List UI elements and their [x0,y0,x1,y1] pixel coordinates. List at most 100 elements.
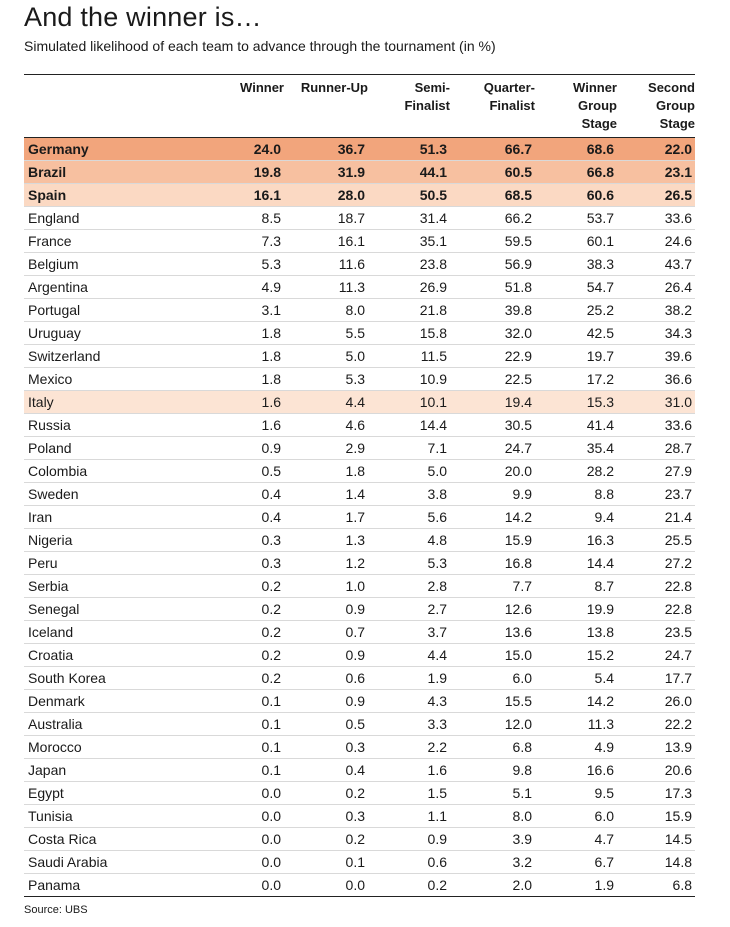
winner-value-cell: 24.0 [224,137,284,161]
quarter-finalist-value-cell: 15.9 [450,528,535,552]
semi-finalist-value-cell: 10.9 [368,367,450,391]
winner-value-cell: 8.5 [224,206,284,230]
winner-group-stage-value-cell: 15.2 [535,643,617,667]
runner-up-value-cell: 0.2 [284,827,368,851]
winner-group-stage-value-cell: 16.3 [535,528,617,552]
runner-up-value-cell: 11.3 [284,275,368,299]
team-name-cell: Tunisia [24,804,224,828]
header-quarter-finalist: Quarter- Finalist [483,80,535,113]
quarter-finalist-value-cell: 15.5 [450,689,535,713]
quarter-finalist-value-cell: 59.5 [450,229,535,253]
team-name-cell: Colombia [24,459,224,483]
semi-finalist-value-cell: 2.2 [368,735,450,759]
runner-up-value-cell: 4.6 [284,413,368,437]
second-group-stage-value-cell: 6.8 [617,873,695,897]
table-row: South Korea 0.2 0.6 1.9 6.0 5.4 17.7 [24,666,695,690]
team-name-cell: Brazil [24,160,224,184]
runner-up-value-cell: 0.7 [284,620,368,644]
winner-value-cell: 0.4 [224,505,284,529]
table-row: Poland 0.9 2.9 7.1 24.7 35.4 28.7 [24,436,695,460]
winner-value-cell: 1.8 [224,367,284,391]
winner-group-stage-value-cell: 38.3 [535,252,617,276]
team-name-cell: Australia [24,712,224,736]
table-row: Croatia 0.2 0.9 4.4 15.0 15.2 24.7 [24,643,695,667]
table-row: Portugal 3.1 8.0 21.8 39.8 25.2 38.2 [24,298,695,322]
quarter-finalist-value-cell: 12.6 [450,597,535,621]
second-group-stage-value-cell: 34.3 [617,321,695,345]
quarter-finalist-value-cell: 9.9 [450,482,535,506]
winner-group-stage-value-cell: 35.4 [535,436,617,460]
table-row: Switzerland 1.8 5.0 11.5 22.9 19.7 39.6 [24,344,695,368]
winner-value-cell: 0.2 [224,666,284,690]
runner-up-value-cell: 5.3 [284,367,368,391]
team-name-cell: Serbia [24,574,224,598]
winner-value-cell: 0.5 [224,459,284,483]
runner-up-value-cell: 28.0 [284,183,368,207]
table-row: Egypt 0.0 0.2 1.5 5.1 9.5 17.3 [24,781,695,805]
second-group-stage-value-cell: 26.0 [617,689,695,713]
quarter-finalist-value-cell: 12.0 [450,712,535,736]
team-name-cell: Portugal [24,298,224,322]
table-row: France 7.3 16.1 35.1 59.5 60.1 24.6 [24,229,695,253]
winner-value-cell: 0.1 [224,689,284,713]
quarter-finalist-value-cell: 22.9 [450,344,535,368]
winner-value-cell: 1.6 [224,413,284,437]
probability-table: Winner Runner-Up Semi- Finalist Quarter- F… [24,74,695,897]
table-body: Germany 24.0 36.7 51.3 66.7 68.6 22.0 Brazil 19.… [24,137,695,897]
semi-finalist-value-cell: 1.1 [368,804,450,828]
winner-value-cell: 0.3 [224,551,284,575]
semi-finalist-value-cell: 2.8 [368,574,450,598]
team-name-cell: Nigeria [24,528,224,552]
winner-value-cell: 0.2 [224,643,284,667]
second-group-stage-value-cell: 26.5 [617,183,695,207]
second-group-stage-value-cell: 14.8 [617,850,695,874]
semi-finalist-value-cell: 31.4 [368,206,450,230]
team-name-cell: Argentina [24,275,224,299]
table-row: Denmark 0.1 0.9 4.3 15.5 14.2 26.0 [24,689,695,713]
winner-group-stage-value-cell: 66.8 [535,160,617,184]
runner-up-value-cell: 0.0 [284,873,368,897]
second-group-stage-value-cell: 28.7 [617,436,695,460]
winner-value-cell: 0.0 [224,873,284,897]
winner-group-stage-value-cell: 14.2 [535,689,617,713]
table-row: Brazil 19.8 31.9 44.1 60.5 66.8 23.1 [24,160,695,184]
second-group-stage-value-cell: 38.2 [617,298,695,322]
team-name-cell: Senegal [24,597,224,621]
winner-value-cell: 0.0 [224,781,284,805]
quarter-finalist-value-cell: 8.0 [450,804,535,828]
team-name-cell: Poland [24,436,224,460]
winner-value-cell: 0.0 [224,827,284,851]
table-row: Tunisia 0.0 0.3 1.1 8.0 6.0 15.9 [24,804,695,828]
header-winner-group-stage: Winner Group Stage [573,80,617,131]
second-group-stage-value-cell: 24.6 [617,229,695,253]
semi-finalist-value-cell: 0.9 [368,827,450,851]
header-winner: Winner [240,80,284,95]
winner-group-stage-value-cell: 1.9 [535,873,617,897]
table-row: Iran 0.4 1.7 5.6 14.2 9.4 21.4 [24,505,695,529]
winner-group-stage-value-cell: 4.9 [535,735,617,759]
runner-up-value-cell: 0.6 [284,666,368,690]
quarter-finalist-value-cell: 68.5 [450,183,535,207]
winner-value-cell: 0.9 [224,436,284,460]
table-row: Iceland 0.2 0.7 3.7 13.6 13.8 23.5 [24,620,695,644]
winner-group-stage-value-cell: 5.4 [535,666,617,690]
quarter-finalist-value-cell: 13.6 [450,620,535,644]
winner-group-stage-value-cell: 19.7 [535,344,617,368]
table-row: Mexico 1.8 5.3 10.9 22.5 17.2 36.6 [24,367,695,391]
team-name-cell: Saudi Arabia [24,850,224,874]
quarter-finalist-value-cell: 22.5 [450,367,535,391]
team-name-cell: France [24,229,224,253]
quarter-finalist-value-cell: 66.2 [450,206,535,230]
semi-finalist-value-cell: 7.1 [368,436,450,460]
winner-group-stage-value-cell: 11.3 [535,712,617,736]
semi-finalist-value-cell: 44.1 [368,160,450,184]
team-name-cell: Germany [24,137,224,161]
table-row: Panama 0.0 0.0 0.2 2.0 1.9 6.8 [24,873,695,897]
semi-finalist-value-cell: 2.7 [368,597,450,621]
table-row: Argentina 4.9 11.3 26.9 51.8 54.7 26.4 [24,275,695,299]
runner-up-value-cell: 1.0 [284,574,368,598]
winner-value-cell: 0.1 [224,735,284,759]
second-group-stage-value-cell: 22.8 [617,597,695,621]
quarter-finalist-value-cell: 39.8 [450,298,535,322]
winner-group-stage-value-cell: 68.6 [535,137,617,161]
